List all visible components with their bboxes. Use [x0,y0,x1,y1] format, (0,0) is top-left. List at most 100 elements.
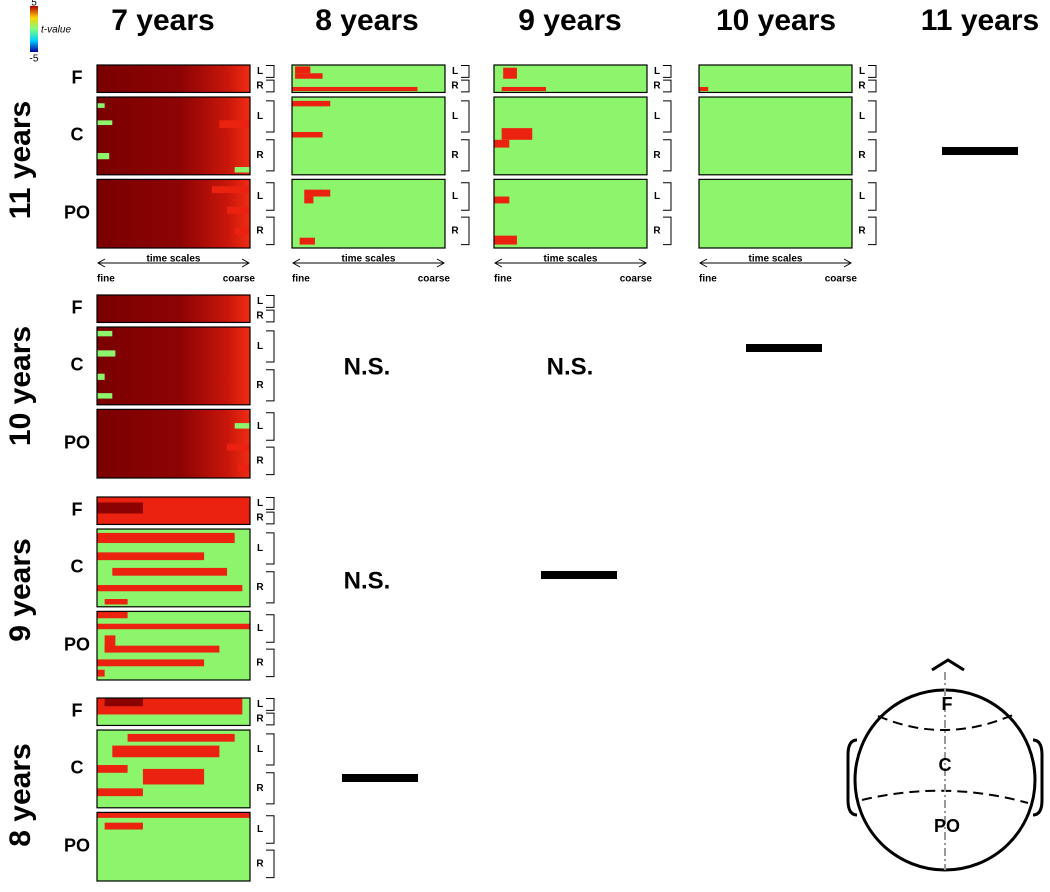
heatmap-cell [304,196,314,204]
region-label: F [72,297,83,317]
section-border [698,64,853,94]
heatmap-cell [211,186,250,194]
heatmap-cell [494,235,517,245]
arrow-head [493,258,648,268]
section-border [96,610,251,681]
diagonal-bar [342,774,418,782]
heatmap-cell [292,132,323,138]
heatmap-cell [227,443,250,451]
time-axis-end: coarse [418,274,451,285]
region-label: C [71,355,84,375]
time-axis-start: fine [97,274,115,285]
bracket [663,182,672,211]
heatmap-cell [97,350,116,357]
heatmap-cell [97,330,113,337]
column-header: 11 years [921,4,1039,37]
section-border [96,64,251,94]
heatmap-section [97,97,250,175]
diagonal-bar [541,571,617,579]
hemisphere-label: L [452,111,458,122]
hemisphere-label: L [859,111,865,122]
bracket [266,733,275,766]
colorbar-min: -5 [30,54,39,65]
diagonal-bar [942,147,1018,155]
bracket [266,614,275,643]
time-axis-end: coarse [620,274,653,285]
bracket [266,497,275,510]
region-label: PO [64,202,90,222]
heatmap-section [97,409,250,478]
heatmap-cell [104,698,143,707]
bracket [461,216,470,246]
hemisphere-label: R [256,714,264,725]
heatmap-cell [112,745,220,758]
bracket [461,79,470,93]
hemisphere-label: R [858,225,866,236]
heatmap-cell [104,635,116,653]
heatmap-cell [97,788,143,797]
arrow-head [698,258,853,268]
hemisphere-label: L [257,543,263,554]
heatmap-cell [292,100,331,107]
bracket [868,139,877,172]
row-header: 9 years [4,538,37,641]
region-label: F [72,499,83,519]
bracket [266,65,275,78]
row-header: 11 years [4,101,37,219]
time-axis-start: fine [699,274,717,285]
heatmap-cell [234,423,250,429]
bracket [266,712,275,726]
heatmap-section [494,179,647,248]
hemisphere-label: R [256,455,264,466]
hemisphere-label: R [653,81,661,92]
bracket [461,139,470,172]
heatmap-cell [295,66,311,74]
hemisphere-label: L [257,699,263,710]
hemisphere-label: L [654,66,660,77]
bracket [868,182,877,211]
section-border [96,528,251,608]
heatmap-cell [97,585,243,592]
bracket [266,369,275,402]
hemisphere-label: L [257,623,263,634]
heatmap-cell [292,86,418,92]
bracket [266,571,275,604]
row-header: 10 years [4,326,37,446]
section-border [96,326,251,406]
bracket [868,100,877,133]
heatmap-cell [97,669,105,677]
hemisphere-label: L [859,191,865,202]
row-header: 8 years [4,743,37,846]
bracket [266,79,275,93]
bracket [663,139,672,172]
section-border [96,811,251,882]
bracket [266,182,275,211]
bracket [266,139,275,172]
section-border [96,96,251,176]
hemisphere-label: L [257,191,263,202]
heatmap-section [699,179,852,248]
hemisphere-label: L [257,498,263,509]
bracket [266,446,275,476]
time-axis-label: time scales [147,254,201,265]
hemisphere-label: L [859,66,865,77]
heatmap-cell [97,373,105,380]
heatmap-section [699,65,852,93]
hemisphere-label: L [654,191,660,202]
bracket [461,182,470,211]
section-border [493,64,648,94]
hemisphere-label: L [257,744,263,755]
hemisphere-label: R [256,311,264,322]
diagonal-bar [746,344,822,352]
heatmap-section [97,295,250,323]
time-axis-label: time scales [749,254,803,265]
section-border [96,697,251,727]
column-header: 7 years [111,4,214,37]
head-label: C [939,755,952,775]
not-significant: N.S. [344,567,391,594]
heatmap-cell [299,237,315,245]
